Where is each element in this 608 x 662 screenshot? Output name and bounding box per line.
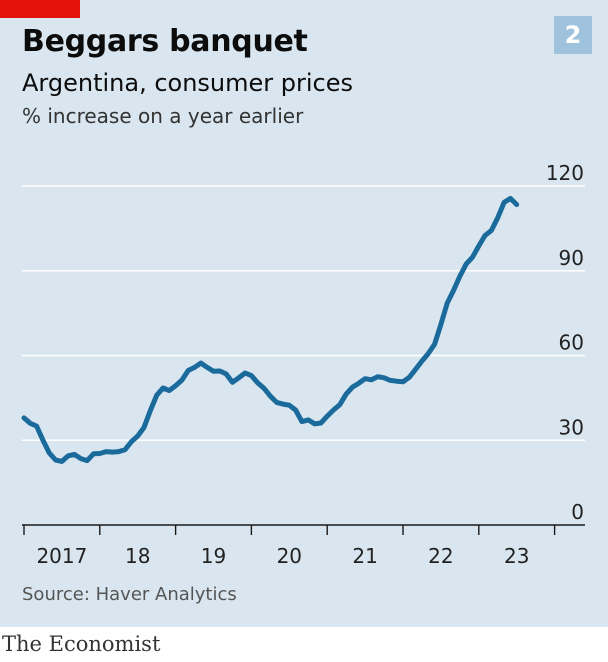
line-chart: 0 30 60 90 120 2017 18 19 20 21 22 23 <box>21 161 585 568</box>
source-note: Source: Haver Analytics <box>22 584 237 605</box>
brand-red-tab <box>0 0 80 18</box>
x-tick-label: 22 <box>428 544 453 568</box>
x-tick-label: 19 <box>201 544 226 568</box>
gridlines <box>22 185 585 441</box>
series-group <box>21 195 520 464</box>
y-tick-label: 60 <box>559 331 584 355</box>
chart-panel <box>0 0 608 627</box>
series-line <box>21 195 520 464</box>
chart-subtitle: Argentina, consumer prices <box>22 69 354 97</box>
x-tick-label: 21 <box>352 544 377 568</box>
y-axis-labels: 0 30 60 90 120 <box>546 161 584 524</box>
y-tick-label: 90 <box>559 246 584 270</box>
chart-units-label: % increase on a year earlier <box>22 104 304 128</box>
chart-title: Beggars banquet <box>22 24 308 59</box>
chart-number-badge: 2 <box>554 16 592 54</box>
x-tick-label: 20 <box>277 544 302 568</box>
x-axis <box>22 524 585 535</box>
y-tick-label: 30 <box>559 415 584 439</box>
y-tick-label: 120 <box>546 161 584 185</box>
x-tick-label: 18 <box>125 544 150 568</box>
x-axis-labels: 2017 18 19 20 21 22 23 <box>36 544 529 568</box>
x-tick-label: 2017 <box>36 544 87 568</box>
x-tick-label: 23 <box>504 544 529 568</box>
publisher-brand: The Economist <box>2 632 161 656</box>
y-tick-label: 0 <box>571 500 584 524</box>
